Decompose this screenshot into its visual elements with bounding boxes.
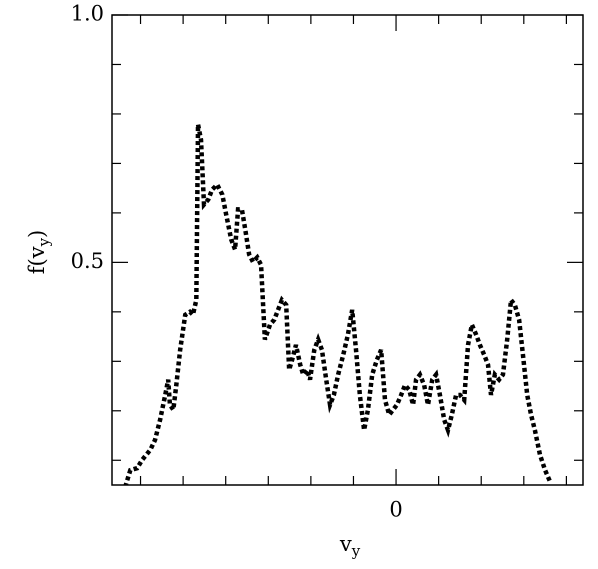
plot-frame bbox=[111, 14, 584, 486]
y-axis-label: f(vy) bbox=[25, 230, 54, 275]
x-tick-label: 0 bbox=[389, 498, 402, 522]
x-label-sub: y bbox=[351, 542, 361, 560]
data-line bbox=[123, 123, 553, 485]
y-tick-label: 0.5 bbox=[71, 249, 104, 273]
y-label-base: f(v bbox=[25, 246, 49, 274]
y-label-sub: y bbox=[35, 237, 53, 247]
y-tick-label: 1.0 bbox=[71, 2, 104, 26]
x-axis-label: vy bbox=[339, 532, 361, 561]
y-label-close: ) bbox=[25, 230, 49, 238]
x-label-base: v bbox=[339, 532, 352, 556]
